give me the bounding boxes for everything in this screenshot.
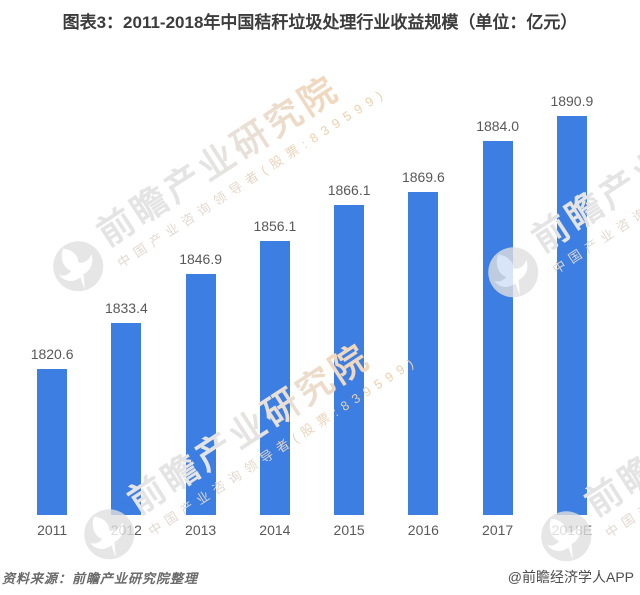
bar [185, 274, 216, 515]
bar [259, 241, 290, 515]
bar-column: 1833.4 2012 [89, 90, 163, 540]
bar-column: 1856.1 2014 [238, 90, 312, 540]
bar-value-label: 1856.1 [253, 218, 297, 234]
bar-column: 1866.1 2015 [312, 90, 386, 540]
bar-value-label: 1820.6 [30, 346, 74, 362]
bar [408, 192, 439, 515]
bar-column: 1890.9 2018E [535, 90, 609, 540]
credit-note: @前瞻经济学人APP [507, 569, 634, 585]
bar-value-label: 1833.4 [104, 300, 148, 316]
x-axis-tick-label: 2015 [333, 522, 365, 538]
bar-column: 1820.6 2011 [15, 90, 89, 540]
bar-column: 1869.6 2016 [386, 90, 460, 540]
x-axis-tick-label: 2012 [110, 522, 142, 538]
bar-value-label: 1890.9 [550, 93, 594, 109]
bar [556, 116, 587, 515]
bar-value-label: 1869.6 [401, 169, 445, 185]
x-axis-tick-label: 2018E [551, 522, 593, 538]
x-axis-tick-label: 2016 [407, 522, 439, 538]
bar-value-label: 1866.1 [327, 182, 371, 198]
bar-column: 1846.9 2013 [164, 90, 238, 540]
chart-title: 图表3：2011-2018年中国秸秆垃圾处理行业收益规模（单位：亿元） [62, 13, 578, 32]
x-axis-tick-label: 2013 [185, 522, 217, 538]
bar-column: 1884.0 2017 [461, 90, 535, 540]
bar [37, 369, 68, 515]
source-note: 资料来源：前瞻产业研究院整理 [2, 571, 199, 586]
bar [334, 205, 365, 515]
x-axis-tick-label: 2017 [482, 522, 514, 538]
plot-area: 1820.6 2011 1833.4 2012 1846.9 2013 1856.1 2014… [15, 90, 609, 540]
x-axis-tick-label: 2014 [259, 522, 291, 538]
bar-value-label: 1846.9 [179, 251, 223, 267]
bar-value-label: 1884.0 [476, 118, 520, 134]
bar [482, 141, 513, 515]
x-axis-tick-label: 2011 [37, 522, 68, 538]
bar [111, 323, 142, 515]
